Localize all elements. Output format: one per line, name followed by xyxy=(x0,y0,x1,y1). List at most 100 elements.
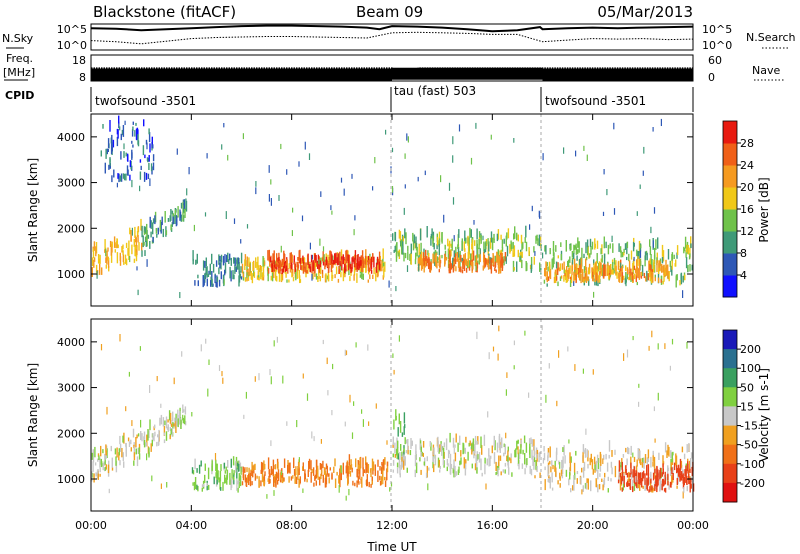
power-echo xyxy=(240,266,242,273)
velocity-echo xyxy=(133,446,136,457)
velocity-echo xyxy=(396,451,398,459)
velocity-echo xyxy=(136,456,139,467)
velocity-echo xyxy=(348,462,350,474)
power-echo xyxy=(374,157,376,164)
velocity-echo xyxy=(495,472,497,476)
power-echo xyxy=(682,275,684,283)
power-echo xyxy=(485,241,487,250)
power-echo xyxy=(290,264,292,269)
velocity-echo xyxy=(192,470,195,475)
velocity-echo xyxy=(642,457,644,463)
power-echo xyxy=(244,259,246,270)
velocity-echo xyxy=(399,421,402,433)
power-echo xyxy=(312,260,314,272)
velocity-echo xyxy=(532,455,534,466)
velocity-echo xyxy=(529,465,531,474)
velocity-echo xyxy=(651,485,653,491)
velocity-echo xyxy=(500,439,503,445)
power-echo xyxy=(156,234,158,238)
power-echo xyxy=(529,224,531,230)
velocity-echo xyxy=(281,473,284,480)
power-echo xyxy=(120,133,122,141)
power-echo xyxy=(633,243,635,247)
power-echo xyxy=(433,242,435,250)
velocity-echo xyxy=(231,479,233,484)
power-echo xyxy=(612,262,614,271)
velocity-echo xyxy=(464,467,467,476)
velocity-echo xyxy=(597,458,600,470)
power-echo xyxy=(494,267,496,271)
velocity-echo xyxy=(356,480,358,488)
power-echo xyxy=(603,236,605,249)
velocity-echo xyxy=(404,437,406,445)
velocity-echo xyxy=(548,474,550,479)
power-echo xyxy=(348,254,351,264)
velocity-echo xyxy=(683,476,685,486)
power-echo xyxy=(620,250,622,258)
velocity-echo xyxy=(618,469,620,481)
power-echo xyxy=(623,275,625,281)
velocity-echo xyxy=(94,446,96,458)
power-echo xyxy=(537,238,539,246)
power-echo xyxy=(574,245,576,250)
velocity-echo xyxy=(652,450,654,456)
velocity-echo xyxy=(448,450,451,454)
power-echo xyxy=(661,244,664,257)
velocity-echo xyxy=(548,477,550,483)
power-echo xyxy=(342,254,344,265)
velocity-echo xyxy=(315,469,317,479)
velocity-echo xyxy=(395,409,397,421)
power-echo xyxy=(673,254,675,259)
velocity-echo xyxy=(690,458,692,469)
velocity-echo xyxy=(563,445,565,456)
velocity-echo xyxy=(254,463,256,470)
nave-tick-high: 60 xyxy=(708,54,722,67)
velocity-y-label: Slant Range [km] xyxy=(26,363,40,467)
power-echo xyxy=(244,277,247,282)
velocity-echo xyxy=(507,446,509,452)
velocity-echo xyxy=(582,467,585,478)
power-echo xyxy=(298,161,300,167)
power-echo xyxy=(509,249,512,252)
power-echo xyxy=(457,244,459,250)
velocity-colorbar-tick-label: -50 xyxy=(740,439,758,452)
power-echo xyxy=(257,265,260,276)
power-echo xyxy=(362,273,364,280)
velocity-echo xyxy=(595,460,598,472)
frequency-band-segment xyxy=(392,67,543,80)
power-echo xyxy=(689,253,691,257)
power-echo xyxy=(482,265,484,271)
power-echo xyxy=(341,259,343,271)
power-echo xyxy=(546,271,548,283)
power-echo xyxy=(674,263,676,267)
power-echo xyxy=(659,261,661,271)
velocity-echo xyxy=(313,436,315,442)
velocity-echo xyxy=(552,464,554,470)
velocity-echo xyxy=(667,473,669,481)
velocity-echo xyxy=(394,454,396,458)
velocity-echo xyxy=(477,454,479,460)
velocity-echo xyxy=(476,451,478,461)
velocity-echo xyxy=(543,452,546,461)
velocity-echo xyxy=(522,449,524,455)
velocity-echo xyxy=(668,484,670,490)
velocity-echo xyxy=(382,466,384,473)
frequency-traces xyxy=(91,67,693,81)
power-echo xyxy=(258,276,260,281)
velocity-echo xyxy=(222,377,224,384)
power-echo xyxy=(578,274,580,279)
power-echo xyxy=(95,264,98,273)
power-echo xyxy=(585,242,587,254)
power-echo xyxy=(93,259,95,268)
velocity-echo xyxy=(464,459,467,470)
power-echo xyxy=(604,264,606,277)
velocity-echo xyxy=(449,466,452,475)
power-echo xyxy=(482,235,484,241)
velocity-echo xyxy=(614,465,617,478)
velocity-echo xyxy=(611,450,613,457)
power-echo xyxy=(676,245,679,256)
velocity-echo xyxy=(433,464,435,473)
power-echo xyxy=(503,238,505,244)
velocity-echo xyxy=(531,449,533,460)
velocity-echo xyxy=(638,383,640,388)
